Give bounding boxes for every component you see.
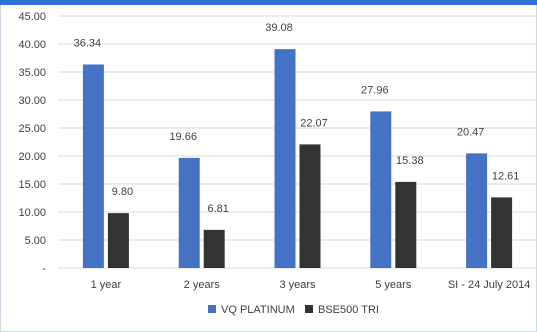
x-category-label: 5 years [375, 279, 412, 291]
y-tick-label: 10.00 [18, 207, 46, 219]
legend-swatch [305, 305, 313, 313]
legend-label: BSE500 TRI [318, 304, 379, 316]
x-category-label: 3 years [279, 279, 316, 291]
data-label: 20.47 [457, 126, 485, 138]
x-category-label: 1 year [91, 279, 122, 291]
bar [395, 181, 417, 268]
bar [370, 111, 392, 268]
data-label: 36.34 [74, 37, 102, 49]
bar [274, 49, 296, 268]
data-label: 15.38 [396, 155, 424, 167]
legend-swatch [208, 305, 216, 313]
bar [82, 64, 104, 268]
y-tick-label: 35.00 [18, 67, 46, 79]
x-category-label: 2 years [184, 279, 221, 291]
legend-label: VQ PLATINUM [221, 304, 295, 316]
data-label: 6.81 [207, 203, 228, 215]
data-label: 19.66 [169, 131, 197, 143]
y-axis-ticks: - 5.00 10.00 15.00 20.00 25.00 30.00 35.00 40.00… [18, 11, 46, 275]
y-tick-label: 25.00 [18, 123, 46, 135]
data-label: 12.61 [492, 170, 520, 182]
y-tick-label: 15.00 [18, 179, 46, 191]
y-tick-label: - [42, 263, 46, 275]
bar [178, 157, 200, 268]
bars [82, 49, 513, 268]
data-labels: 36.34 19.66 39.08 27.96 20.47 9.80 6.81 22.07 15… [74, 22, 520, 215]
x-category-label: SI - 24 July 2014 [448, 279, 531, 291]
bar [107, 213, 129, 268]
x-axis-labels: 1 year 2 years 3 years 5 years SI - 24 July … [91, 279, 531, 291]
top-accent-strip [0, 0, 537, 5]
legend: VQ PLATINUM BSE500 TRI [208, 304, 379, 316]
y-tick-label: 30.00 [18, 95, 46, 107]
data-label: 9.80 [112, 186, 133, 198]
bar [203, 229, 225, 268]
bar [491, 197, 513, 268]
y-tick-label: 5.00 [25, 235, 46, 247]
y-tick-label: 20.00 [18, 151, 46, 163]
y-tick-label: 45.00 [18, 11, 46, 23]
y-tick-label: 40.00 [18, 39, 46, 51]
bar [299, 144, 321, 268]
data-label: 27.96 [361, 84, 389, 96]
data-label: 22.07 [300, 117, 328, 129]
gridlines [58, 15, 537, 269]
data-label: 39.08 [265, 22, 293, 34]
bar [466, 153, 488, 268]
